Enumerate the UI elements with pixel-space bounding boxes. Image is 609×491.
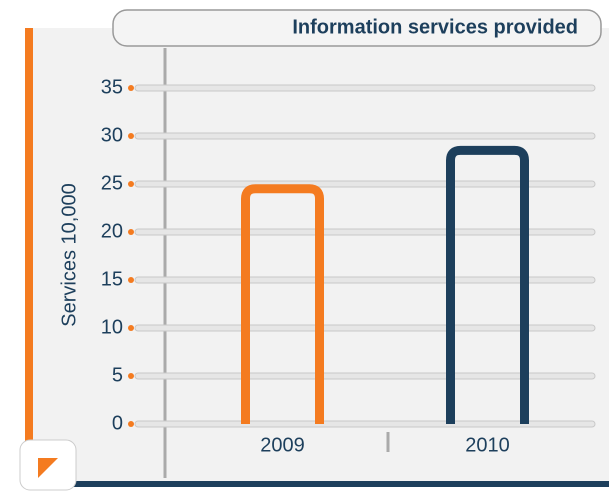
tick-dot xyxy=(128,85,134,91)
y-tick-label: 35 xyxy=(101,76,123,98)
y-tick-label: 5 xyxy=(112,364,123,386)
x-tick-label: 2010 xyxy=(465,434,510,456)
y-axis-label: Services 10,000 xyxy=(58,183,80,326)
title-box xyxy=(112,9,602,47)
bottom-bar xyxy=(60,481,609,487)
y-tick-label: 25 xyxy=(101,172,123,194)
y-tick-label: 0 xyxy=(112,412,123,434)
chart-title: Information services provided xyxy=(292,16,578,38)
tick-dot xyxy=(128,277,134,283)
corner-icon-triangle xyxy=(38,458,58,478)
tick-dot xyxy=(128,421,134,427)
grid-line xyxy=(134,132,596,140)
bar xyxy=(241,184,324,424)
y-tick-label: 30 xyxy=(101,124,123,146)
tick-dot xyxy=(128,325,134,331)
grid-line xyxy=(134,84,596,92)
y-tick-label: 20 xyxy=(101,220,123,242)
tick-dot xyxy=(128,181,134,187)
y-tick-label: 15 xyxy=(101,268,123,290)
tick-dot xyxy=(128,133,134,139)
left-stripe xyxy=(25,28,33,468)
y-tick-label: 10 xyxy=(101,316,123,338)
tick-dot xyxy=(128,229,134,235)
tick-dot xyxy=(128,373,134,379)
bar xyxy=(446,145,529,424)
x-tick-label: 2009 xyxy=(260,434,305,456)
